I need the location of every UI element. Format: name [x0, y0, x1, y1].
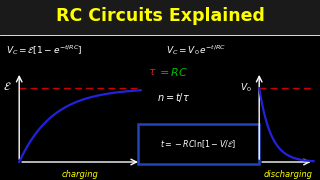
Text: $\mathcal{E}$: $\mathcal{E}$: [3, 80, 12, 92]
Text: $t = -RC\ln[1-V/\mathcal{E}]$: $t = -RC\ln[1-V/\mathcal{E}]$: [160, 138, 236, 150]
FancyBboxPatch shape: [0, 0, 320, 35]
Text: $\tau$: $\tau$: [148, 67, 157, 77]
Text: RC Circuits Explained: RC Circuits Explained: [56, 7, 264, 25]
Text: $n = t/\tau$: $n = t/\tau$: [157, 91, 190, 104]
Text: discharging: discharging: [263, 170, 313, 179]
Text: $V_0$: $V_0$: [240, 82, 252, 94]
Text: $V_C = V_0\,e^{-t/RC}$: $V_C = V_0\,e^{-t/RC}$: [166, 43, 227, 57]
Text: charging: charging: [61, 170, 99, 179]
Text: $= RC$: $= RC$: [157, 66, 188, 78]
FancyBboxPatch shape: [138, 124, 259, 164]
Text: $V_C = \mathcal{E}[1-e^{-t/RC}]$: $V_C = \mathcal{E}[1-e^{-t/RC}]$: [6, 43, 83, 57]
